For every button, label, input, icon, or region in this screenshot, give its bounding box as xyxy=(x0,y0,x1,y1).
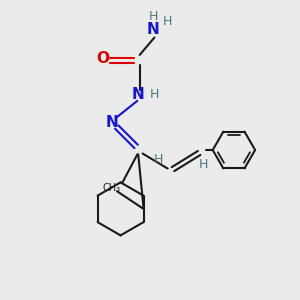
Text: O: O xyxy=(96,51,110,66)
Text: H: H xyxy=(150,88,159,100)
Text: H: H xyxy=(154,153,163,166)
Text: N: N xyxy=(147,22,159,38)
Text: N: N xyxy=(105,115,118,130)
Text: N: N xyxy=(132,87,145,102)
Text: H: H xyxy=(148,10,158,22)
Text: CH₃: CH₃ xyxy=(102,183,120,193)
Text: H: H xyxy=(199,158,208,171)
Text: H: H xyxy=(163,15,172,28)
